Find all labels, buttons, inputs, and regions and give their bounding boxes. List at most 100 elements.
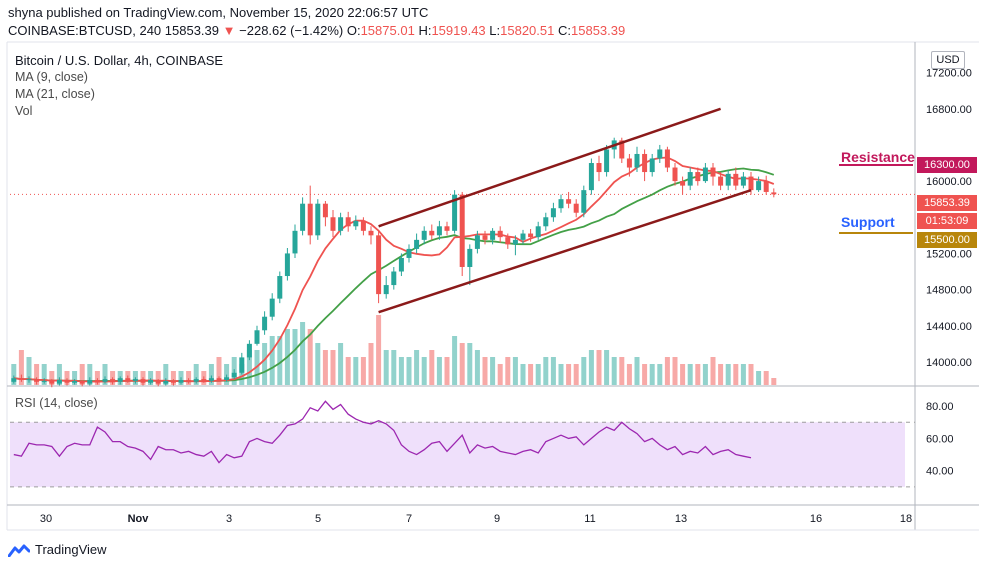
candle-body [110, 379, 116, 382]
candle-body [262, 316, 268, 331]
volume-bar [224, 364, 230, 385]
candle-body [338, 217, 344, 231]
volume-bar [155, 371, 161, 385]
candle-body [148, 380, 154, 383]
volume-bar [406, 357, 412, 385]
volume-bar [687, 364, 693, 385]
volume-bar [87, 364, 93, 385]
candle-body [634, 153, 640, 168]
volume-bar [680, 364, 686, 385]
candle-body [94, 380, 100, 382]
candle-body [695, 172, 701, 182]
candle-body [512, 239, 518, 245]
volume-bar [505, 357, 511, 385]
channel-lower-line [378, 188, 752, 314]
candle-body [626, 158, 632, 168]
time-tick-label: 5 [315, 513, 321, 525]
volume-bar [79, 364, 85, 385]
candle-body [163, 380, 169, 384]
candle-body [543, 217, 549, 227]
candle-body [710, 167, 716, 177]
candle-body [79, 380, 85, 384]
volume-bar [725, 364, 731, 385]
volume-bar [307, 329, 313, 385]
candle-body [497, 230, 503, 238]
candle-body [34, 379, 40, 382]
candle-body [725, 173, 731, 186]
volume-bar [269, 336, 275, 385]
volume-bar [315, 343, 321, 385]
volume-bar [193, 364, 199, 385]
volume-bar [277, 336, 283, 385]
volume-bar [148, 371, 154, 385]
candle-body [254, 330, 260, 344]
candle-body [155, 380, 161, 384]
currency-button[interactable]: USD [931, 51, 965, 69]
volume-bar [376, 315, 382, 385]
time-tick-label: 3 [226, 513, 232, 525]
support-marker-line [839, 232, 913, 234]
candle-body [459, 194, 465, 267]
candle-body [102, 379, 108, 382]
volume-bar [208, 364, 214, 385]
candle-body [421, 230, 427, 240]
candle-body [117, 378, 123, 382]
rsi-line [13, 400, 752, 464]
candle-body [474, 235, 480, 249]
candle-body [680, 181, 686, 186]
candle-body [505, 237, 511, 245]
time-tick-label: 30 [40, 513, 52, 525]
volume-bar [588, 350, 594, 385]
candle-body [528, 233, 534, 238]
candle-body [657, 149, 663, 159]
volume-bar [490, 357, 496, 385]
candle-body [72, 380, 78, 383]
volume-bar [26, 357, 32, 385]
rsi-tick-label: 60.00 [926, 433, 954, 445]
volume-bar [94, 371, 100, 385]
volume-bar [18, 350, 24, 385]
high-label: H: [418, 23, 432, 38]
volume-bar [421, 357, 427, 385]
volume-bar [353, 357, 359, 385]
legend-volume[interactable]: Vol [15, 104, 33, 118]
candle-body [315, 203, 321, 236]
candle-body [26, 379, 32, 381]
high-value: 15919.43 [431, 23, 486, 38]
volume-bar [566, 364, 572, 385]
volume-bar [664, 357, 670, 385]
volume-bar [596, 350, 602, 385]
volume-bar [186, 371, 192, 385]
candle-body [596, 163, 602, 173]
candle-body [733, 173, 739, 186]
candle-body [771, 192, 777, 195]
support-price-tag: 15500.00 [917, 232, 977, 248]
legend-ma21[interactable]: MA (21, close) [15, 87, 95, 101]
candle-body [664, 149, 670, 168]
candle-body [383, 285, 389, 295]
candle-body [391, 271, 397, 286]
candle-body [41, 380, 47, 382]
time-tick-label: 9 [494, 513, 500, 525]
volume-bar [459, 343, 465, 385]
volume-bar [56, 364, 62, 385]
candle-body [300, 203, 306, 231]
volume-bar [338, 343, 344, 385]
volume-bar [520, 364, 526, 385]
candle-body [353, 220, 359, 227]
tradingview-logo[interactable]: TradingView [8, 542, 107, 557]
symbol-ohlc-line: COINBASE:BTCUSD, 240 15853.39 ▼ −228.62 … [8, 23, 625, 38]
legend-title: Bitcoin / U.S. Dollar, 4h, COINBASE [15, 53, 224, 68]
candle-body [18, 378, 24, 380]
volume-bar [436, 357, 442, 385]
candle-body [642, 153, 648, 173]
support-annotation: Support [841, 214, 895, 230]
rsi-legend[interactable]: RSI (14, close) [15, 396, 98, 410]
candle-body [406, 248, 412, 258]
legend-ma9[interactable]: MA (9, close) [15, 70, 88, 84]
volume-bar [391, 350, 397, 385]
candle-body [132, 379, 138, 381]
candle-body [64, 380, 70, 383]
volume-bar [672, 357, 678, 385]
